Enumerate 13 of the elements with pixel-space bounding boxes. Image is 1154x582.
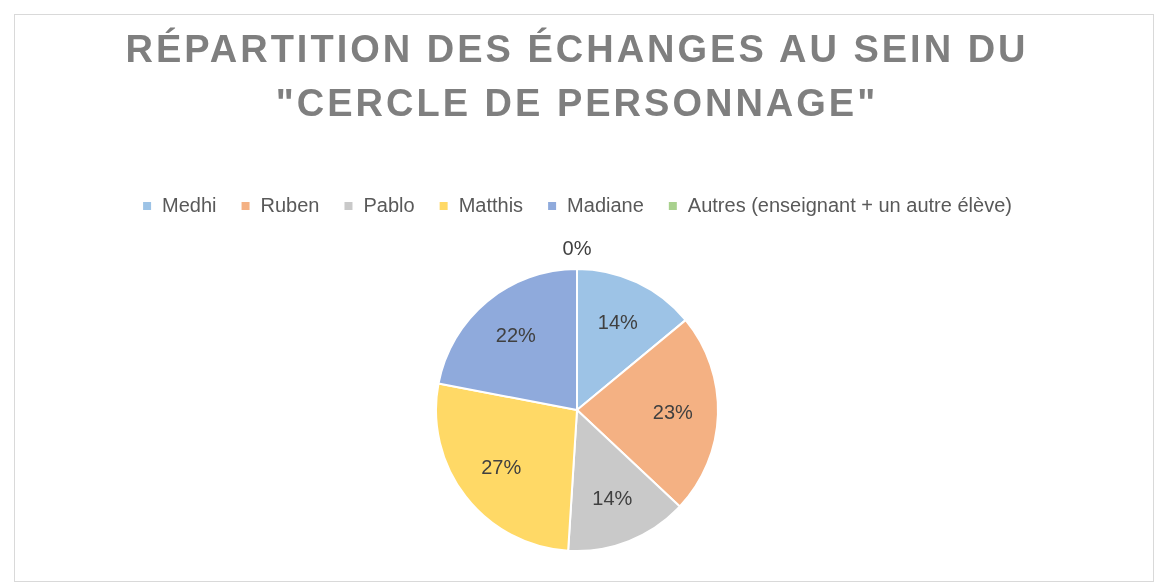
legend-label: Medhi bbox=[162, 193, 217, 216]
data-label: 27% bbox=[481, 456, 522, 479]
legend-label: Ruben bbox=[260, 193, 320, 216]
data-label: 14% bbox=[597, 310, 639, 333]
chart-title: RÉPARTITION DES ÉCHANGES AU SEIN DU "CERCLE DE PERSONNAGE" bbox=[124, 26, 1030, 126]
legend-label: Madiane bbox=[567, 193, 644, 216]
data-label: 14% bbox=[592, 486, 633, 509]
text: 0% bbox=[562, 236, 592, 259]
legend-label: Pablo bbox=[363, 193, 415, 216]
data-label: 22% bbox=[495, 323, 537, 346]
legend-label: Autres (enseignant + un autre élève) bbox=[687, 193, 1012, 216]
legend-label: Matthis bbox=[458, 193, 524, 216]
data-label: 23% bbox=[652, 400, 694, 423]
